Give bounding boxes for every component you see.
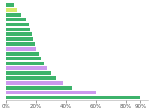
Bar <box>6 23 29 26</box>
Bar <box>6 91 96 94</box>
Bar <box>6 28 30 31</box>
Bar <box>6 3 14 7</box>
Bar <box>6 32 32 36</box>
Bar <box>6 13 21 17</box>
Bar <box>6 96 140 99</box>
Bar <box>6 62 44 65</box>
Bar <box>6 47 36 51</box>
Bar <box>6 76 56 80</box>
Bar <box>6 71 51 75</box>
Bar <box>6 52 39 56</box>
Bar <box>6 8 17 12</box>
Bar <box>6 37 33 41</box>
Bar <box>6 86 72 90</box>
Bar <box>6 66 47 70</box>
Bar <box>6 42 35 46</box>
Bar <box>6 57 41 60</box>
Bar <box>6 18 26 21</box>
Bar <box>6 81 63 85</box>
